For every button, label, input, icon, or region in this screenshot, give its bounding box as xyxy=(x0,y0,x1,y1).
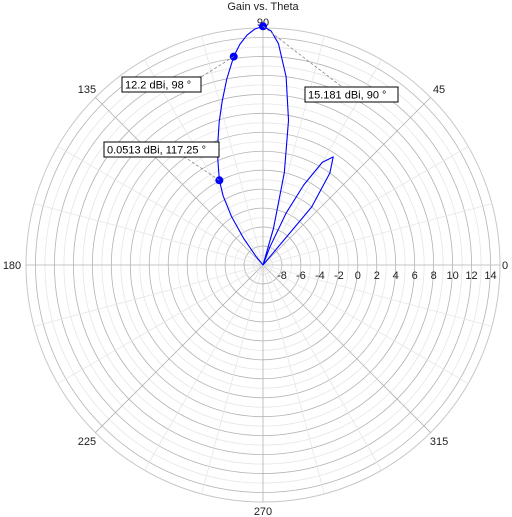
grid-spoke xyxy=(57,264,264,384)
radial-tick-label: 4 xyxy=(393,270,399,282)
radial-tick-label: -2 xyxy=(334,270,344,282)
grid-spoke xyxy=(262,35,325,266)
grid-spoke xyxy=(95,264,264,433)
radial-tick-label: 14 xyxy=(484,270,496,282)
grid-spoke xyxy=(262,146,469,266)
grid-spoke xyxy=(262,264,469,384)
radial-tick-label: 12 xyxy=(465,270,477,282)
annotation-box xyxy=(103,141,220,158)
angle-tick-label: 270 xyxy=(254,506,272,517)
radial-tick-label: 10 xyxy=(446,270,458,282)
angle-tick-label: 180 xyxy=(3,260,21,272)
radial-tick-label: 0 xyxy=(355,270,361,282)
annotation-box xyxy=(121,76,202,93)
marker-annotations: 15.181 dBi, 90 ° 12.2 dBi, 98 ° 0.0513 dBi… xyxy=(103,25,399,181)
angle-tick-label: 315 xyxy=(430,436,448,448)
grid-spoke xyxy=(95,97,264,266)
annotation-box xyxy=(304,86,399,103)
angle-tick-label: 45 xyxy=(433,84,445,96)
grid-spoke xyxy=(201,264,264,495)
grid-spoke xyxy=(144,264,264,471)
chart-title: Gain vs. Theta xyxy=(227,1,299,13)
angle-tick-label: 135 xyxy=(78,84,96,96)
radial-tick-label: 6 xyxy=(412,270,418,282)
annotation-label: 0.0513 dBi, 117.25 ° xyxy=(107,145,206,157)
grid-spoke xyxy=(262,203,493,266)
grid-spoke xyxy=(262,97,431,266)
grid-spoke xyxy=(33,264,264,327)
grid-spoke xyxy=(57,146,264,266)
angle-tick-label: 225 xyxy=(78,436,96,448)
radial-tick-label: 8 xyxy=(431,270,437,282)
radial-tick-label: -4 xyxy=(315,270,325,282)
annotation-leader xyxy=(184,156,220,181)
radial-tick-label: -8 xyxy=(277,270,287,282)
radial-tick-labels: -8 -6 -4 -2 0 2 4 6 8 10 12 14 xyxy=(277,270,497,282)
grid-spoke xyxy=(262,264,382,471)
radial-tick-label: -6 xyxy=(296,270,306,282)
data-markers xyxy=(215,22,267,185)
annotation-label: 15.181 dBi, 90 ° xyxy=(308,90,386,102)
radial-tick-label: 2 xyxy=(374,270,380,282)
grid-spoke xyxy=(144,59,264,266)
grid-spoke xyxy=(33,203,264,266)
annotation-label: 12.2 dBi, 98 ° xyxy=(125,80,191,92)
grid-spoke xyxy=(262,264,493,327)
grid-spoke xyxy=(201,35,264,266)
angle-tick-label: 0 xyxy=(502,260,508,272)
grid-spoke xyxy=(262,264,431,433)
annotation-leader xyxy=(262,25,343,88)
grid-spoke xyxy=(262,264,325,495)
